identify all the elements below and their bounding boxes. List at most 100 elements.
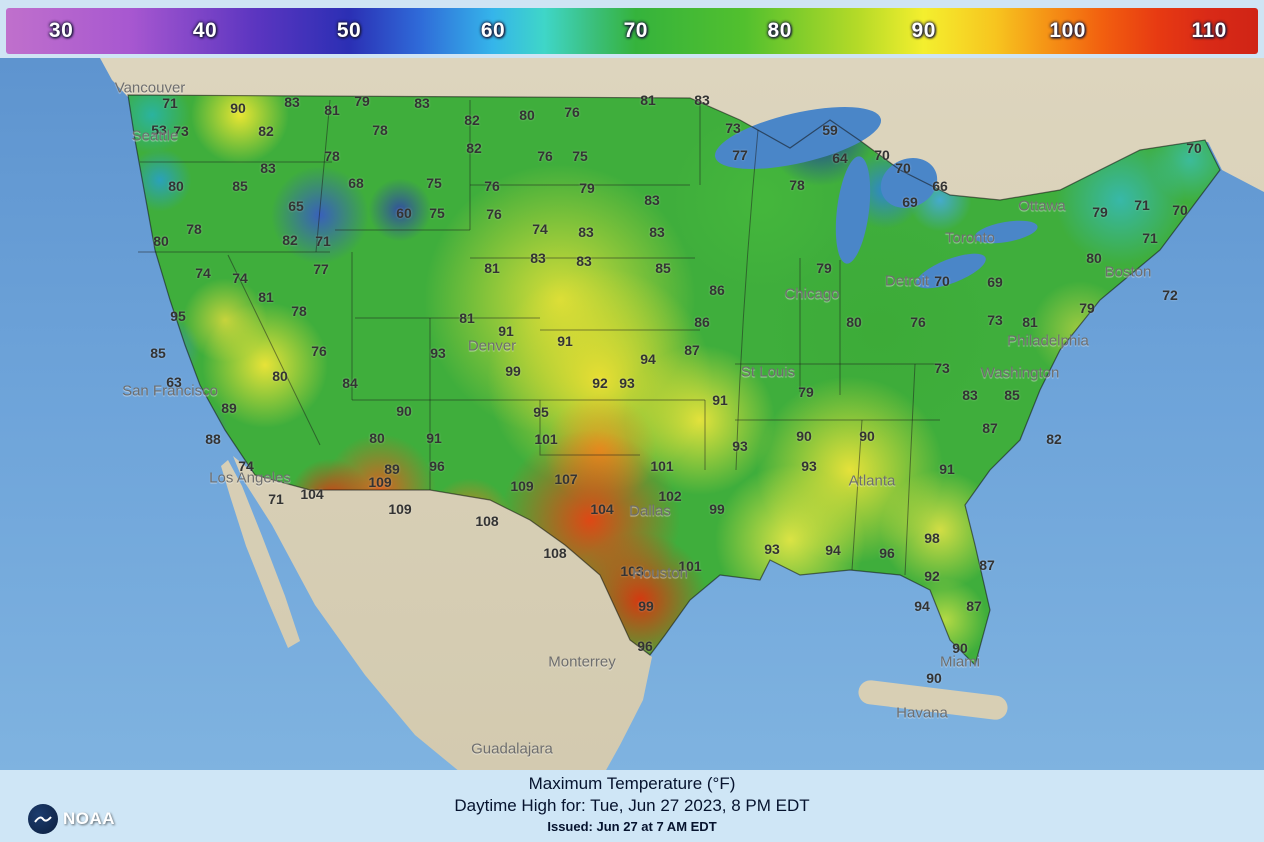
temp-label: 87 — [979, 557, 995, 573]
temp-label: 79 — [798, 384, 814, 400]
temp-label: 76 — [486, 206, 502, 222]
temp-label: 76 — [564, 104, 580, 120]
temp-label: 76 — [484, 178, 500, 194]
temp-label: 75 — [572, 148, 588, 164]
temp-label: 90 — [926, 670, 942, 686]
temp-label: 53 — [151, 122, 167, 138]
temp-label: 86 — [694, 314, 710, 330]
temp-label: 104 — [300, 486, 324, 502]
temp-label: 83 — [284, 94, 300, 110]
temp-label: 109 — [510, 478, 534, 494]
temp-label: 90 — [859, 428, 875, 444]
temp-label: 74 — [195, 265, 211, 281]
temp-label: 91 — [426, 430, 442, 446]
temp-label: 102 — [658, 488, 682, 504]
temp-label: 78 — [291, 303, 307, 319]
temp-label: 71 — [315, 233, 331, 249]
city-label-los-angeles: Los Angeles — [209, 469, 291, 487]
temp-label: 90 — [796, 428, 812, 444]
temp-label: 92 — [592, 375, 608, 391]
temp-label: 71 — [268, 491, 284, 507]
city-label-seattle: Seattle — [131, 127, 179, 145]
city-label-boston: Boston — [1104, 263, 1152, 281]
temp-label: 81 — [640, 92, 656, 108]
city-label-atlanta: Atlanta — [848, 472, 896, 490]
temp-label: 79 — [354, 93, 370, 109]
temp-label: 85 — [655, 260, 671, 276]
temp-label: 81 — [324, 102, 340, 118]
temp-label: 60 — [396, 205, 412, 221]
temp-label: 78 — [372, 122, 388, 138]
temp-label: 83 — [649, 224, 665, 240]
temp-label: 96 — [637, 638, 653, 654]
temp-label: 71 — [162, 95, 178, 111]
city-label-monterrey: Monterrey — [548, 653, 616, 671]
temp-label: 99 — [638, 598, 654, 614]
city-label-san-francisco: San Francisco — [122, 382, 218, 400]
temp-label: 82 — [464, 112, 480, 128]
city-label-houston: Houston — [632, 564, 688, 582]
temp-label: 107 — [554, 471, 578, 487]
temp-label: 101 — [678, 558, 702, 574]
colorbar-tick-40: 40 — [192, 19, 218, 42]
temp-label: 91 — [557, 333, 573, 349]
temp-label: 65 — [288, 198, 304, 214]
temp-label: 83 — [576, 253, 592, 269]
temp-label: 68 — [348, 175, 364, 191]
temp-label: 109 — [368, 474, 392, 490]
temp-label: 95 — [533, 404, 549, 420]
temp-label: 83 — [578, 224, 594, 240]
temp-label: 80 — [168, 178, 184, 194]
temp-label: 104 — [590, 501, 614, 517]
temp-label: 84 — [342, 375, 358, 391]
temp-label: 69 — [987, 274, 1003, 290]
colorbar-tick-80: 80 — [767, 19, 792, 42]
temp-label: 108 — [543, 545, 567, 561]
temp-label: 82 — [466, 140, 482, 156]
caption-title: Maximum Temperature (°F) — [528, 774, 736, 793]
temp-label: 77 — [732, 147, 748, 163]
temp-label: 108 — [475, 513, 499, 529]
temp-label: 73 — [987, 312, 1003, 328]
city-label-dallas: Dallas — [629, 502, 671, 520]
temp-label: 69 — [902, 194, 918, 210]
colorbar-tick-30: 30 — [48, 19, 74, 42]
temp-label: 93 — [732, 438, 748, 454]
temp-label: 78 — [324, 148, 340, 164]
temp-label: 82 — [282, 232, 298, 248]
temp-label: 79 — [1079, 300, 1095, 316]
colorbar-tick-110: 110 — [1191, 19, 1227, 42]
temp-label: 79 — [1092, 204, 1108, 220]
temp-label: 82 — [1046, 431, 1062, 447]
temp-label: 91 — [712, 392, 728, 408]
temp-label: 96 — [879, 545, 895, 561]
temp-label: 79 — [579, 180, 595, 196]
temp-label: 91 — [498, 323, 514, 339]
temp-label: 94 — [914, 598, 930, 614]
colorbar-tick-70: 70 — [623, 19, 648, 42]
temp-label: 59 — [822, 122, 838, 138]
temp-label: 76 — [537, 148, 553, 164]
temp-label: 95 — [170, 308, 186, 324]
temp-label: 87 — [966, 598, 982, 614]
temp-label: 71 — [1134, 197, 1150, 213]
temp-label: 103 — [620, 563, 644, 579]
temp-label: 73 — [934, 360, 950, 376]
temp-label: 70 — [1186, 140, 1202, 156]
temp-label: 88 — [205, 431, 221, 447]
temp-label: 83 — [530, 250, 546, 266]
temp-label: 85 — [232, 178, 248, 194]
temp-label: 80 — [153, 233, 169, 249]
temp-label: 70 — [874, 147, 890, 163]
temp-label: 70 — [934, 273, 950, 289]
city-label-miami: Miami — [940, 653, 980, 671]
temp-label: 80 — [272, 368, 288, 384]
temp-label: 101 — [534, 431, 558, 447]
temp-label: 89 — [221, 400, 237, 416]
temp-label: 79 — [816, 260, 832, 276]
colorbar-tick-90: 90 — [911, 19, 936, 42]
temp-label: 75 — [429, 205, 445, 221]
city-label-guadalajara: Guadalajara — [471, 740, 553, 758]
temp-label: 81 — [484, 260, 500, 276]
